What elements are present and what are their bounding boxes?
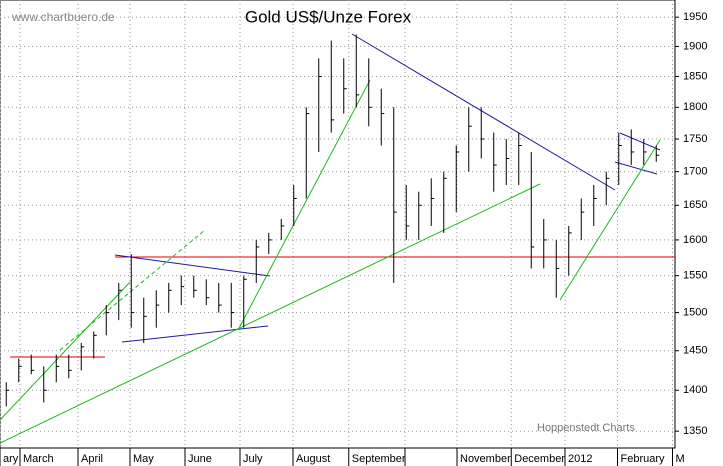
credit: Hoppenstedt Charts: [537, 422, 635, 434]
winter-trend: [559, 139, 661, 301]
y-tick-label: 1850: [683, 70, 707, 82]
y-tick-label: 1650: [683, 199, 707, 211]
y-tick-label: 1550: [683, 270, 707, 282]
flag-top: [619, 132, 661, 151]
y-tick-label: 1500: [683, 306, 707, 318]
x-tick-label: ary: [3, 453, 19, 465]
y-tick-label: 1950: [683, 11, 707, 23]
grid: [0, 0, 675, 448]
triangle-bottom: [121, 325, 269, 343]
x-tick-label: May: [133, 453, 154, 465]
x-tick-label: September: [352, 453, 406, 465]
source: www.chartbuero.de: [11, 10, 115, 24]
y-tick-label: 1400: [683, 384, 707, 396]
x-tick-label: M: [676, 453, 685, 465]
y-tick-label: 1900: [683, 40, 707, 52]
y-tick-label: 1700: [683, 166, 707, 178]
spring-trend: [0, 281, 131, 421]
x-tick-label: April: [81, 453, 103, 465]
x-tick-label: 2012: [568, 453, 592, 465]
y-tick-label: 1450: [683, 345, 707, 357]
y-tick-label: 1600: [683, 234, 707, 246]
trend-lines: [0, 33, 675, 444]
channel-line: [59, 229, 206, 351]
chart-title: Gold US$/Unze Forex: [245, 7, 412, 26]
y-tick-label: 1800: [683, 101, 707, 113]
plot-frame: [0, 0, 676, 449]
x-tick-label: December: [514, 453, 565, 465]
x-tick-label: March: [23, 453, 54, 465]
flag-bottom: [614, 161, 658, 175]
x-tick-label: February: [621, 453, 666, 465]
price-bars: [5, 34, 660, 407]
down-trend: [351, 33, 616, 191]
x-tick-label: July: [243, 453, 263, 465]
summer-trend: [237, 79, 371, 331]
y-tick-label: 1750: [683, 133, 707, 145]
x-tick-label: June: [188, 453, 212, 465]
y-tick-label: 1350: [683, 425, 707, 437]
long-trend: [0, 183, 541, 444]
x-tick-label: August: [296, 453, 330, 465]
triangle-top: [114, 254, 271, 277]
x-tick-label: November: [460, 453, 511, 465]
